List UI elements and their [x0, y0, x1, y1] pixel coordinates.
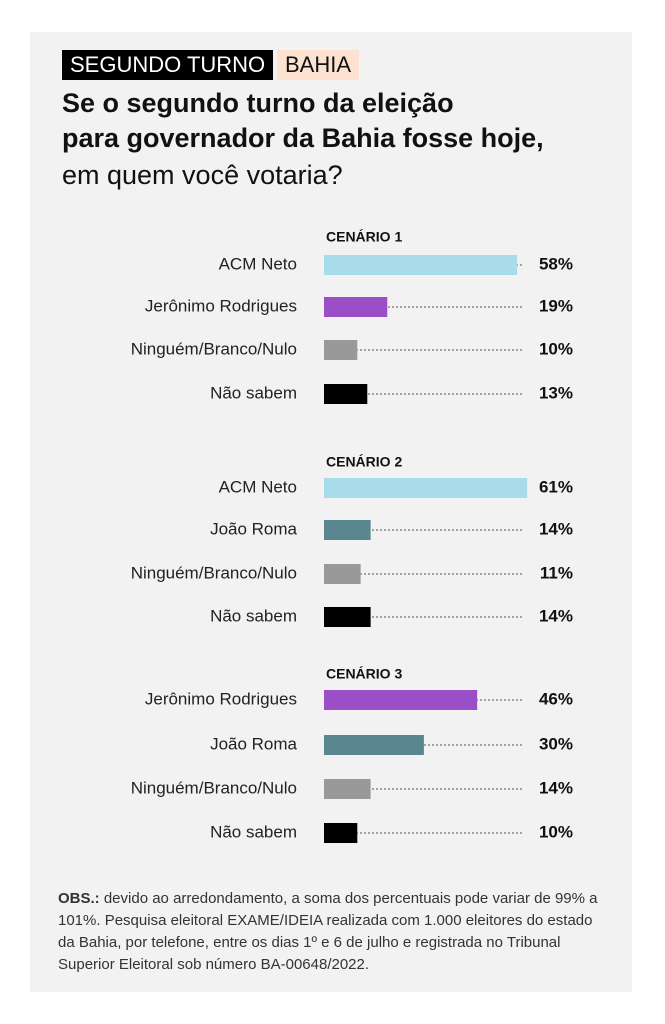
category-label: Não sabem: [210, 383, 297, 402]
tag: SEGUNDO TURNO: [62, 50, 274, 80]
value-label: 30%: [539, 734, 573, 753]
title-line: em quem você votaria?: [62, 160, 343, 190]
bar: [324, 478, 528, 498]
category-label: João Roma: [210, 519, 297, 538]
value-label: 10%: [539, 339, 573, 358]
category-label: João Roma: [210, 734, 297, 753]
title-line: Se o segundo turno da eleição: [62, 88, 454, 118]
scenario-title: CENÁRIO 3: [326, 666, 402, 682]
bar: [324, 384, 368, 404]
value-label: 58%: [539, 254, 573, 273]
value-label: 46%: [539, 689, 573, 708]
value-label: 61%: [539, 477, 573, 496]
value-label: 14%: [539, 519, 573, 538]
bar: [324, 340, 358, 360]
title-line: para governador da Bahia fosse hoje,: [62, 123, 544, 153]
bar: [324, 779, 371, 799]
bar: [324, 520, 371, 540]
bar: [324, 297, 388, 317]
bar: [324, 690, 478, 710]
category-label: Não sabem: [210, 822, 297, 841]
category-label: Não sabem: [210, 606, 297, 625]
bar: [324, 735, 424, 755]
note: OBS.: devido ao arredondamento, a soma d…: [58, 888, 613, 976]
value-label: 19%: [539, 296, 573, 315]
value-label: 10%: [539, 822, 573, 841]
category-label: Jerônimo Rodrigues: [145, 296, 297, 315]
value-label: 11%: [540, 563, 573, 582]
note-label: OBS.:: [58, 890, 100, 907]
category-label: Ninguém/Branco/Nulo: [131, 778, 297, 797]
value-label: 14%: [539, 606, 573, 625]
value-label: 13%: [539, 383, 573, 402]
note-text: devido ao arredondamento, a soma dos per…: [58, 890, 598, 973]
bar: [324, 564, 361, 584]
category-label: Ninguém/Branco/Nulo: [131, 563, 297, 582]
bar: [324, 255, 518, 275]
category-label: Jerônimo Rodrigues: [145, 689, 297, 708]
scenario-title: CENÁRIO 2: [326, 454, 402, 470]
value-label: 14%: [539, 778, 573, 797]
category-label: ACM Neto: [219, 477, 297, 496]
category-label: Ninguém/Branco/Nulo: [131, 339, 297, 358]
tag: BAHIA: [277, 50, 360, 80]
scenario-title: CENÁRIO 1: [326, 229, 402, 245]
category-label: ACM Neto: [219, 254, 297, 273]
bar: [324, 823, 358, 843]
bar: [324, 607, 371, 627]
